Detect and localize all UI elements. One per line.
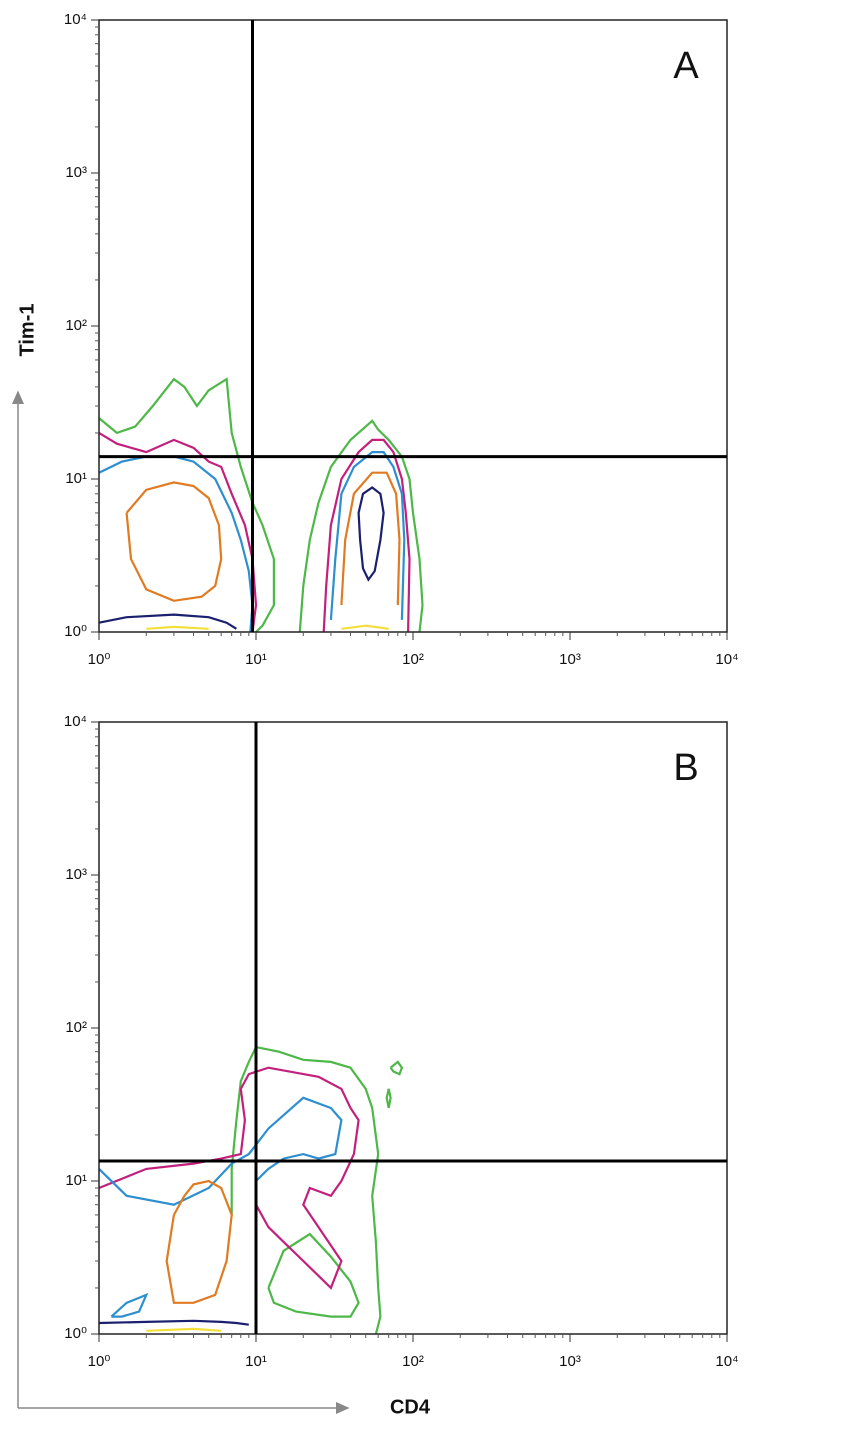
contour-line [165,1179,233,1304]
y-tick-label: 10⁴ [64,11,87,28]
contour-line [98,1066,360,1290]
y-tick-label: 10² [65,317,87,334]
contour-line [341,624,389,630]
contour-line [340,471,401,606]
y-tick-label: 10⁰ [64,623,87,640]
y-tick-label: 10³ [65,866,87,883]
y-tick-label: 10¹ [65,470,87,487]
y-tick-label: 10³ [65,164,87,181]
panel-label: A [673,45,699,87]
contour-line [98,455,254,633]
contour-line [110,1292,149,1318]
contour-line [230,1045,382,1335]
contour-line [98,431,258,633]
y-tick-label: 10⁴ [64,713,87,730]
contour-line [322,438,411,633]
plot-frame [98,19,728,633]
contour-line [298,419,424,633]
x-tick-label: 10² [402,651,424,668]
contour-line [98,1096,343,1206]
contour-line [98,377,275,633]
contour-line [146,625,209,630]
contour-line [389,1060,404,1076]
y-tick-label: 10² [65,1019,87,1036]
x-tick-label: 10³ [559,651,581,668]
contour-line [98,1319,249,1326]
x-axis-title: CD4 [390,1396,431,1418]
x-tick-label: 10¹ [245,651,267,668]
y-tick-label: 10¹ [65,1172,87,1189]
x-tick-label: 10² [402,1353,424,1370]
x-tick-label: 10¹ [245,1353,267,1370]
contour-line [329,451,406,620]
x-tick-label: 10⁴ [715,651,738,668]
contour-line [146,1327,222,1332]
x-tick-label: 10⁴ [715,1353,738,1370]
plot-frame [98,721,728,1335]
contour-line [98,613,237,630]
contour-line [267,1232,360,1318]
x-tick-label: 10³ [559,1353,581,1370]
y-axis-title: Tim-1 [16,304,38,357]
x-tick-label: 10⁰ [88,1353,111,1370]
x-tick-label: 10⁰ [88,651,111,668]
y-tick-label: 10⁰ [64,1325,87,1342]
contour-line [385,1088,392,1109]
contour-line [125,481,223,602]
contour-line [357,486,385,582]
panel-label: B [673,747,698,789]
